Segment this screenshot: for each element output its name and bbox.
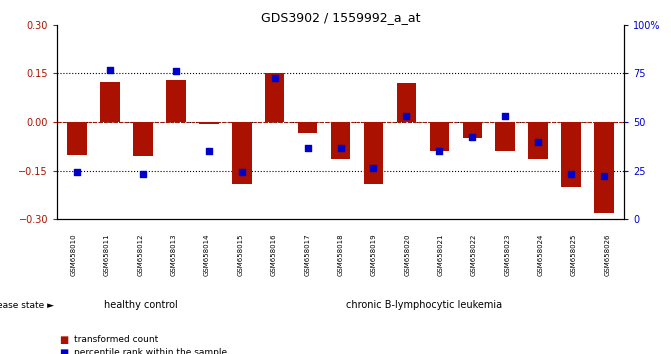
Point [533,139,544,144]
Bar [265,73,285,122]
Text: GSM658011: GSM658011 [104,234,110,276]
Text: GSM658017: GSM658017 [304,234,310,276]
Point [105,67,115,73]
Text: GSM658021: GSM658021 [437,234,444,276]
Text: GSM658018: GSM658018 [338,234,344,276]
Bar [529,122,548,159]
Text: GSM658019: GSM658019 [371,234,377,276]
Text: GSM658020: GSM658020 [404,234,410,276]
Point [170,68,181,74]
Point [71,170,82,175]
Point [138,171,148,177]
Bar [67,122,87,155]
Text: healthy control: healthy control [103,300,177,310]
Text: percentile rank within the sample: percentile rank within the sample [74,348,227,354]
Point [467,134,478,139]
Text: GSM658016: GSM658016 [271,234,277,276]
Text: GSM658024: GSM658024 [537,234,544,276]
Bar [495,122,515,152]
Bar [595,122,614,213]
Bar [462,122,482,138]
Text: ■: ■ [60,335,72,345]
Bar [133,122,152,156]
Point [269,75,280,81]
Text: GSM658022: GSM658022 [471,234,477,276]
Text: ■: ■ [60,348,72,354]
Bar [562,122,581,187]
Point [368,165,379,170]
Point [203,149,214,154]
Title: GDS3902 / 1559992_a_at: GDS3902 / 1559992_a_at [261,11,420,24]
Bar [166,80,186,122]
Text: GSM658012: GSM658012 [138,234,144,276]
Text: GSM658010: GSM658010 [70,234,76,276]
Text: GSM658013: GSM658013 [170,234,176,276]
Point [236,170,247,175]
Text: GSM658014: GSM658014 [204,234,210,276]
Text: GSM658023: GSM658023 [505,234,511,276]
Point [401,113,412,119]
Point [500,113,511,119]
Text: GSM658015: GSM658015 [238,234,244,276]
Text: disease state ►: disease state ► [0,301,54,310]
Bar [298,122,317,133]
Bar [429,122,450,152]
Text: transformed count: transformed count [74,335,158,344]
Bar [231,122,252,184]
Bar [199,122,219,124]
Bar [331,122,350,159]
Point [599,173,610,178]
Bar [100,81,119,122]
Point [566,171,576,177]
Text: chronic B-lymphocytic leukemia: chronic B-lymphocytic leukemia [346,300,502,310]
Text: GSM658025: GSM658025 [571,234,577,276]
Bar [397,83,416,122]
Point [335,145,346,151]
Text: GSM658026: GSM658026 [605,234,611,276]
Point [302,145,313,151]
Point [434,149,445,154]
Bar [364,122,383,184]
